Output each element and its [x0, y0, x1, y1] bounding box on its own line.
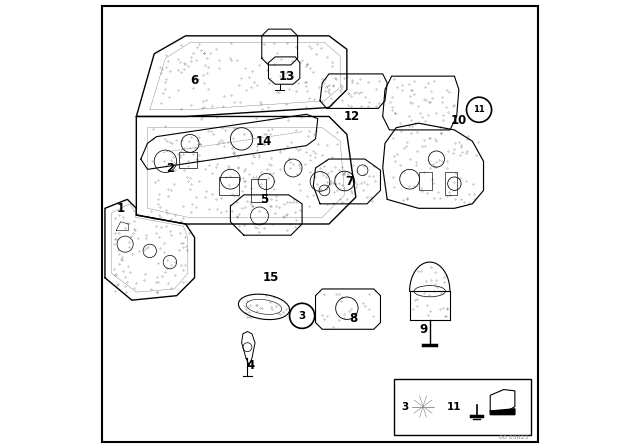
- Text: 7: 7: [345, 175, 353, 188]
- Text: 15: 15: [262, 271, 279, 284]
- Text: 12: 12: [343, 110, 360, 123]
- Text: 2: 2: [166, 161, 174, 175]
- Text: 3: 3: [401, 401, 409, 412]
- Text: 11: 11: [473, 105, 485, 114]
- Text: 3: 3: [298, 311, 306, 321]
- Text: 6: 6: [191, 74, 198, 87]
- Text: 8: 8: [349, 311, 358, 325]
- Text: 5: 5: [260, 193, 268, 206]
- Bar: [394, 379, 531, 435]
- Text: 13: 13: [278, 69, 294, 83]
- Text: 10: 10: [451, 114, 467, 128]
- Bar: [419, 172, 432, 190]
- Text: 9: 9: [419, 323, 427, 336]
- Bar: [220, 177, 239, 195]
- Bar: [179, 152, 197, 168]
- Text: 14: 14: [256, 134, 272, 148]
- Circle shape: [415, 399, 431, 415]
- Circle shape: [467, 385, 486, 405]
- Bar: [251, 179, 266, 202]
- Text: 00 03623: 00 03623: [499, 435, 529, 440]
- Circle shape: [467, 97, 492, 122]
- Circle shape: [410, 394, 436, 419]
- Text: 11: 11: [447, 401, 461, 412]
- Polygon shape: [490, 409, 515, 415]
- Bar: [445, 172, 457, 195]
- Text: 1: 1: [116, 202, 125, 215]
- Circle shape: [289, 303, 315, 328]
- Text: 4: 4: [246, 358, 255, 372]
